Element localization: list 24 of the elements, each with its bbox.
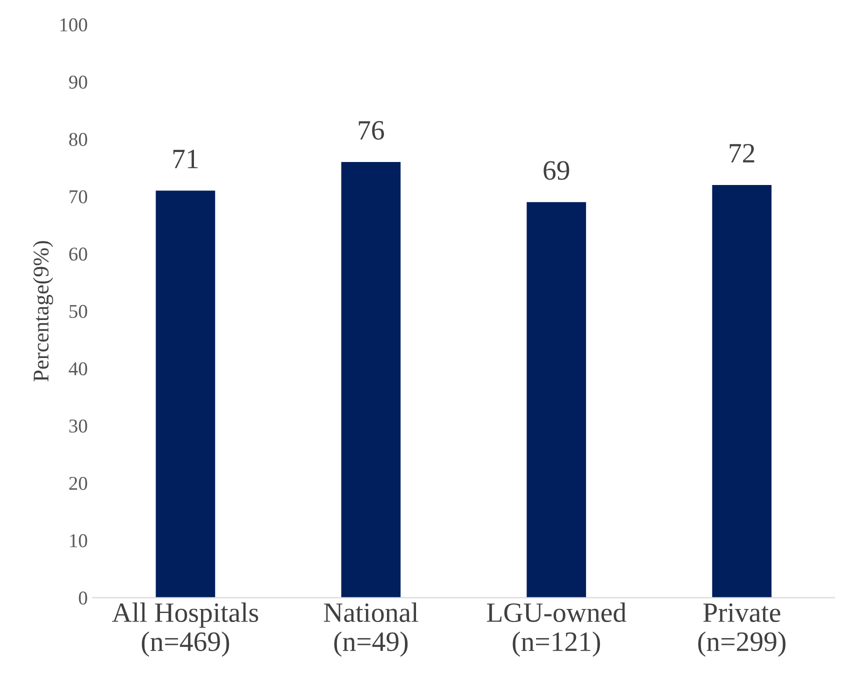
y-tick-label: 80 xyxy=(69,132,88,146)
y-tick-label: 0 xyxy=(78,591,88,605)
bar xyxy=(156,190,216,598)
y-tick-label: 10 xyxy=(70,534,88,548)
y-tick-label: 40 xyxy=(68,362,88,376)
x-tick-label: All Hospitals (n=469) xyxy=(112,602,258,657)
x-tick-label: National (n=49) xyxy=(324,602,418,657)
bar xyxy=(341,162,401,598)
y-tick-label: 20 xyxy=(69,476,88,490)
data-label: 71 xyxy=(173,150,198,168)
bar xyxy=(526,202,586,598)
y-tick-label: 70 xyxy=(70,190,88,204)
data-label: 72 xyxy=(730,144,754,162)
y-tick-label: 30 xyxy=(69,420,88,433)
x-tick-label: LGU-owned (n=121) xyxy=(486,602,626,657)
y-tick-label: 60 xyxy=(69,248,88,261)
data-label: 69 xyxy=(544,161,570,180)
y-tick-label: 100 xyxy=(60,18,88,32)
bar xyxy=(712,184,772,598)
y-tick-label: 90 xyxy=(69,76,88,89)
data-label: 76 xyxy=(358,121,384,140)
y-axis-title: Percentage(9%) xyxy=(32,241,54,382)
y-tick-label: 50 xyxy=(70,304,88,318)
x-tick-label: Private (n=299) xyxy=(698,603,786,657)
